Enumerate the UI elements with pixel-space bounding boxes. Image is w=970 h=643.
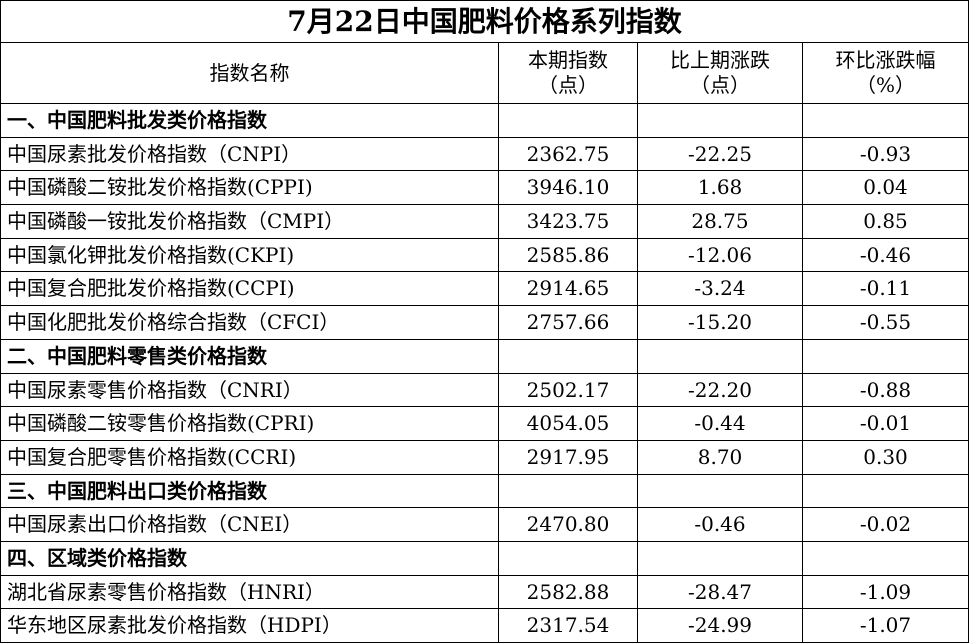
index-name: 中国尿素零售价格指数（CNRI）	[0, 374, 499, 407]
value-cell: 0.85	[803, 205, 969, 239]
value-cell: -22.20	[638, 374, 803, 407]
index-name: 华东地区尿素批发价格指数（HDPI）	[0, 609, 499, 643]
header-cell: 本期指数 （点）	[499, 43, 638, 104]
value-cell: 2317.54	[499, 609, 638, 643]
value-cell: -0.55	[803, 306, 969, 340]
value-cell: -28.47	[638, 576, 803, 609]
value-cell: -12.06	[638, 239, 803, 272]
empty-cell	[638, 104, 803, 138]
value-cell: 3946.10	[499, 171, 638, 205]
value-cell: -0.46	[803, 239, 969, 272]
empty-cell	[499, 340, 638, 374]
value-cell: 0.30	[803, 441, 969, 475]
header-cell: 比上期涨跌 （点）	[638, 43, 803, 104]
value-cell: -1.09	[803, 576, 969, 609]
index-name: 中国复合肥零售价格指数(CCRI)	[0, 441, 499, 475]
value-cell: 2917.95	[499, 441, 638, 475]
header-unit: （点）	[690, 73, 750, 97]
value-cell: 2470.80	[499, 508, 638, 542]
value-cell: 8.70	[638, 441, 803, 475]
empty-cell	[499, 104, 638, 138]
index-name: 中国尿素批发价格指数（CNPI）	[0, 138, 499, 171]
value-cell: 1.68	[638, 171, 803, 205]
value-cell: 28.75	[638, 205, 803, 239]
value-cell: -0.88	[803, 374, 969, 407]
value-cell: -0.01	[803, 407, 969, 441]
table-title: 7月22日中国肥料价格系列指数	[0, 0, 969, 43]
section-title: 三、中国肥料出口类价格指数	[0, 475, 499, 508]
value-cell: -0.44	[638, 407, 803, 441]
value-cell: 2914.65	[499, 272, 638, 306]
index-name: 中国磷酸一铵批发价格指数（CMPI）	[0, 205, 499, 239]
value-cell: 2362.75	[499, 138, 638, 171]
index-name: 中国尿素出口价格指数（CNEI）	[0, 508, 499, 542]
index-name: 中国氯化钾批发价格指数(CKPI)	[0, 239, 499, 272]
value-cell: -0.11	[803, 272, 969, 306]
value-cell: -24.99	[638, 609, 803, 643]
value-cell: 4054.05	[499, 407, 638, 441]
empty-cell	[499, 475, 638, 508]
value-cell: 2757.66	[499, 306, 638, 340]
header-label: 本期指数	[528, 48, 608, 72]
index-name: 湖北省尿素零售价格指数（HNRI）	[0, 576, 499, 609]
empty-cell	[638, 475, 803, 508]
empty-cell	[638, 340, 803, 374]
value-cell: -1.07	[803, 609, 969, 643]
value-cell: -0.46	[638, 508, 803, 542]
value-cell: 0.04	[803, 171, 969, 205]
header-label: 比上期涨跌	[670, 48, 770, 72]
section-title: 四、区域类价格指数	[0, 542, 499, 576]
value-cell: 2582.88	[499, 576, 638, 609]
header-cell: 指数名称	[0, 43, 499, 104]
empty-cell	[803, 542, 969, 576]
value-cell: -15.20	[638, 306, 803, 340]
value-cell: 2502.17	[499, 374, 638, 407]
empty-cell	[803, 340, 969, 374]
section-title: 二、中国肥料零售类价格指数	[0, 340, 499, 374]
value-cell: -22.25	[638, 138, 803, 171]
header-unit: （点）	[538, 73, 598, 97]
value-cell: 2585.86	[499, 239, 638, 272]
header-unit: （%）	[855, 73, 915, 97]
empty-cell	[638, 542, 803, 576]
value-cell: 3423.75	[499, 205, 638, 239]
index-name: 中国化肥批发价格综合指数（CFCI）	[0, 306, 499, 340]
header-label: 环比涨跌幅	[835, 48, 936, 72]
empty-cell	[803, 104, 969, 138]
value-cell: -0.93	[803, 138, 969, 171]
value-cell: -0.02	[803, 508, 969, 542]
header-label: 指数名称	[209, 60, 290, 85]
header-cell: 环比涨跌幅 （%）	[803, 43, 969, 104]
index-name: 中国磷酸二铵批发价格指数(CPPI)	[0, 171, 499, 205]
value-cell: -3.24	[638, 272, 803, 306]
index-name: 中国复合肥批发价格指数(CCPI)	[0, 272, 499, 306]
index-name: 中国磷酸二铵零售价格指数(CPRI)	[0, 407, 499, 441]
empty-cell	[803, 475, 969, 508]
section-title: 一、中国肥料批发类价格指数	[0, 104, 499, 138]
empty-cell	[499, 542, 638, 576]
